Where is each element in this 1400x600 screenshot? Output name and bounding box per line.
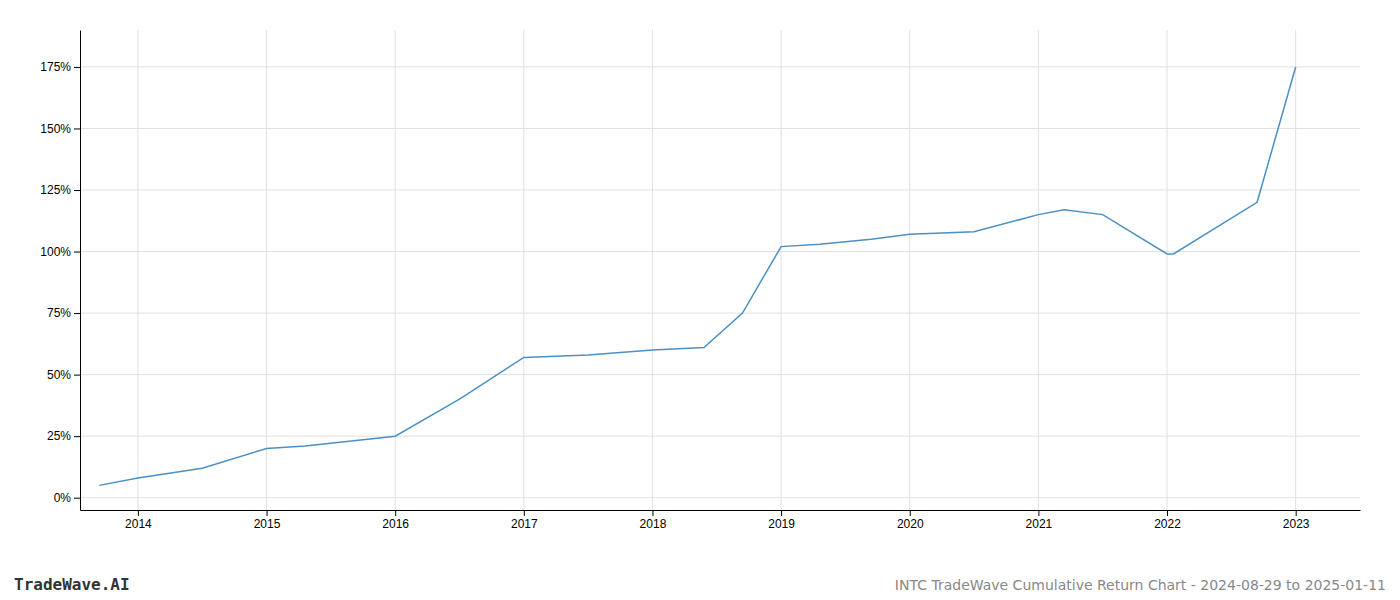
- x-tick-label: 2021: [1026, 517, 1053, 531]
- grid-line-y: [80, 497, 1360, 498]
- grid-line-y: [80, 190, 1360, 191]
- x-tick-mark: [524, 510, 525, 516]
- x-axis: 2014 2015 2016 2017 2018 2019 2020 2021 2022 2023: [81, 510, 1361, 531]
- x-tick-mark: [138, 510, 139, 516]
- grid-line-x: [1295, 30, 1296, 510]
- x-tick-label: 2017: [511, 517, 538, 531]
- y-tick: 0%: [54, 491, 80, 505]
- x-tick-label: 2014: [125, 517, 152, 531]
- grid-line-x: [137, 30, 138, 510]
- grid-line-x: [781, 30, 782, 510]
- y-tick-mark: [74, 313, 80, 314]
- x-tick: 2020: [897, 510, 924, 531]
- x-tick-mark: [1038, 510, 1039, 516]
- grid-line-y: [80, 313, 1360, 314]
- grid-line-y: [80, 374, 1360, 375]
- grid-line-x: [1038, 30, 1039, 510]
- grid: [80, 30, 1360, 510]
- y-tick-mark: [74, 436, 80, 437]
- x-tick-label: 2015: [254, 517, 281, 531]
- y-tick: 75%: [47, 306, 80, 320]
- y-axis-line: [80, 31, 81, 511]
- y-tick: 175%: [40, 60, 80, 74]
- y-axis: 0% 25% 50% 75% 100% 125% 150% 175%: [40, 31, 80, 511]
- x-tick-label: 2016: [382, 517, 409, 531]
- y-tick-mark: [74, 67, 80, 68]
- grid-line-x: [909, 30, 910, 510]
- grid-line-y: [80, 128, 1360, 129]
- plot: 2014 2015 2016 2017 2018 2019 2020 2021 2022 2023…: [40, 30, 1360, 531]
- grid-line-y: [80, 436, 1360, 437]
- grid-line-x: [652, 30, 653, 510]
- chart: 2014 2015 2016 2017 2018 2019 2020 2021 2022 2023…: [0, 0, 1400, 600]
- y-tick: 150%: [40, 122, 80, 136]
- y-tick-label: 125%: [40, 183, 71, 197]
- grid-line-x: [1167, 30, 1168, 510]
- grid-line-x: [523, 30, 524, 510]
- y-tick-mark: [74, 252, 80, 253]
- grid-line-y: [80, 66, 1360, 67]
- y-tick-label: 75%: [47, 306, 71, 320]
- y-tick: 25%: [47, 429, 80, 443]
- y-tick-mark: [74, 190, 80, 191]
- x-tick: 2015: [254, 510, 281, 531]
- y-tick-label: 25%: [47, 429, 71, 443]
- x-tick: 2017: [511, 510, 538, 531]
- x-tick-label: 2020: [897, 517, 924, 531]
- watermark: TradeWave.AI: [14, 575, 130, 594]
- y-tick-label: 175%: [40, 60, 71, 74]
- series: [99, 67, 1295, 485]
- y-tick-mark: [74, 128, 80, 129]
- x-tick-mark: [395, 510, 396, 516]
- x-tick: 2021: [1026, 510, 1053, 531]
- x-tick-label: 2023: [1283, 517, 1310, 531]
- x-tick: 2014: [125, 510, 152, 531]
- y-tick: 50%: [47, 368, 80, 382]
- y-tick-mark: [74, 498, 80, 499]
- x-tick-mark: [1167, 510, 1168, 516]
- x-tick-mark: [910, 510, 911, 516]
- x-tick: 2018: [640, 510, 667, 531]
- line: [99, 67, 1295, 485]
- x-tick-label: 2018: [640, 517, 667, 531]
- y-tick-label: 0%: [54, 491, 72, 505]
- x-tick: 2023: [1283, 510, 1310, 531]
- x-tick-mark: [267, 510, 268, 516]
- x-tick-label: 2022: [1154, 517, 1181, 531]
- x-tick-label: 2019: [768, 517, 795, 531]
- grid-line-x: [395, 30, 396, 510]
- y-tick-label: 50%: [47, 368, 71, 382]
- x-tick-mark: [781, 510, 782, 516]
- title: INTC TradeWave Cumulative Return Chart -…: [895, 577, 1386, 593]
- x-axis-line: [81, 510, 1361, 511]
- x-tick-mark: [1296, 510, 1297, 516]
- y-tick-label: 100%: [40, 245, 71, 259]
- y-tick: 100%: [40, 245, 80, 259]
- y-tick-mark: [74, 375, 80, 376]
- grid-line-y: [80, 251, 1360, 252]
- x-tick: 2016: [382, 510, 409, 531]
- x-tick: 2022: [1154, 510, 1181, 531]
- y-tick-label: 150%: [40, 122, 71, 136]
- y-tick: 125%: [40, 183, 80, 197]
- x-tick-mark: [652, 510, 653, 516]
- grid-line-x: [266, 30, 267, 510]
- x-tick: 2019: [768, 510, 795, 531]
